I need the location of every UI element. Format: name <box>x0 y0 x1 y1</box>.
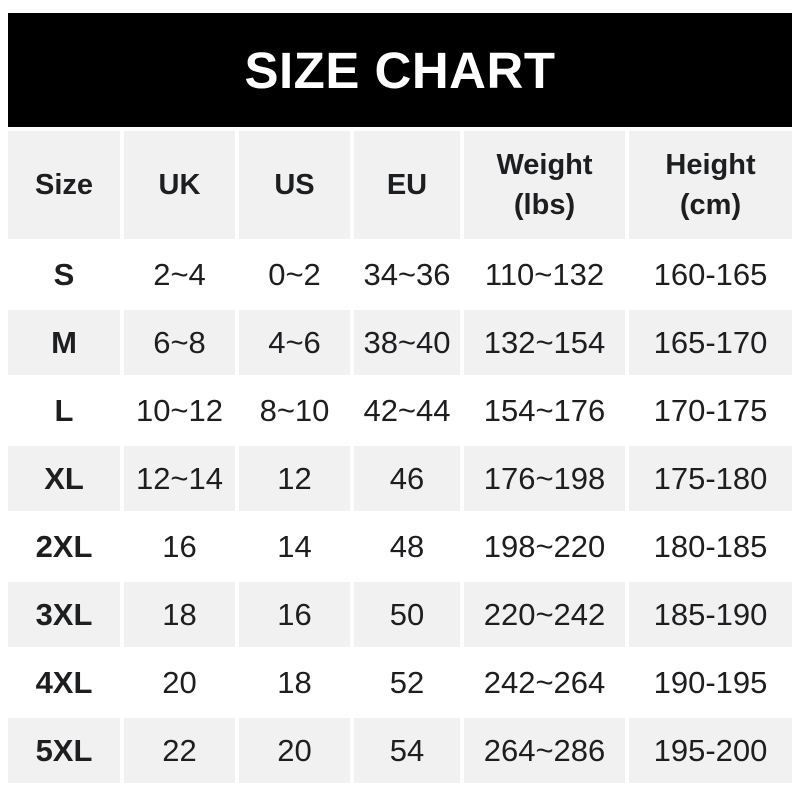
table-cell-weight: 176~198 <box>464 446 625 511</box>
column-header-label: UK <box>158 169 201 201</box>
table-cell-weight: 110~132 <box>464 242 625 307</box>
column-header-size: Size <box>8 131 120 239</box>
table-cell-weight: 154~176 <box>464 378 625 443</box>
table-cell-height: 180-185 <box>629 514 792 579</box>
table-cell-size: 2XL <box>8 514 120 579</box>
column-header-label: Weight <box>496 149 593 181</box>
column-header-sub: (lbs) <box>513 189 576 221</box>
table-cell-size: S <box>8 242 120 307</box>
table-cell-weight: 242~264 <box>464 650 625 715</box>
table-cell-height: 185-190 <box>629 582 792 647</box>
table-cell-height: 170-175 <box>629 378 792 443</box>
table-cell-uk: 18 <box>124 582 235 647</box>
table-cell-weight: 220~242 <box>464 582 625 647</box>
table-cell-eu: 38~40 <box>354 310 460 375</box>
table-cell-us: 12 <box>239 446 350 511</box>
table-cell-uk: 6~8 <box>124 310 235 375</box>
table-cell-us: 20 <box>239 718 350 783</box>
table-cell-uk: 20 <box>124 650 235 715</box>
table-cell-weight: 198~220 <box>464 514 625 579</box>
column-header-sub: (cm) <box>679 189 742 221</box>
table-cell-us: 0~2 <box>239 242 350 307</box>
column-header-label: Size <box>34 169 94 201</box>
table-cell-eu: 52 <box>354 650 460 715</box>
column-header-label: EU <box>386 169 428 201</box>
table-cell-us: 16 <box>239 582 350 647</box>
table-cell-uk: 12~14 <box>124 446 235 511</box>
table-cell-height: 175-180 <box>629 446 792 511</box>
table-cell-size: 3XL <box>8 582 120 647</box>
table-cell-size: 4XL <box>8 650 120 715</box>
column-header-height: Height (cm) <box>629 131 792 239</box>
column-header-label: US <box>274 169 315 201</box>
table-cell-weight: 132~154 <box>464 310 625 375</box>
table-cell-us: 4~6 <box>239 310 350 375</box>
table-cell-height: 160-165 <box>629 242 792 307</box>
table-cell-height: 190-195 <box>629 650 792 715</box>
table-cell-weight: 264~286 <box>464 718 625 783</box>
size-chart-banner: SIZE CHART <box>8 13 792 127</box>
table-cell-uk: 22 <box>124 718 235 783</box>
table-cell-height: 195-200 <box>629 718 792 783</box>
table-cell-us: 8~10 <box>239 378 350 443</box>
table-cell-size: 5XL <box>8 718 120 783</box>
table-cell-uk: 16 <box>124 514 235 579</box>
table-cell-size: L <box>8 378 120 443</box>
column-header-us: US <box>239 131 350 239</box>
size-chart-table: Size UK US EU Weight (lbs) Height (cm) <box>8 131 792 783</box>
table-cell-us: 14 <box>239 514 350 579</box>
table-cell-eu: 48 <box>354 514 460 579</box>
column-header-eu: EU <box>354 131 460 239</box>
table-cell-eu: 50 <box>354 582 460 647</box>
table-cell-height: 165-170 <box>629 310 792 375</box>
table-cell-us: 18 <box>239 650 350 715</box>
column-header-label: Height <box>665 149 756 181</box>
table-cell-eu: 46 <box>354 446 460 511</box>
column-header-uk: UK <box>124 131 235 239</box>
table-cell-size: XL <box>8 446 120 511</box>
table-cell-eu: 54 <box>354 718 460 783</box>
table-cell-eu: 42~44 <box>354 378 460 443</box>
page-title: SIZE CHART <box>244 41 556 99</box>
column-header-weight: Weight (lbs) <box>464 131 625 239</box>
table-cell-size: M <box>8 310 120 375</box>
table-cell-uk: 10~12 <box>124 378 235 443</box>
table-cell-eu: 34~36 <box>354 242 460 307</box>
table-cell-uk: 2~4 <box>124 242 235 307</box>
